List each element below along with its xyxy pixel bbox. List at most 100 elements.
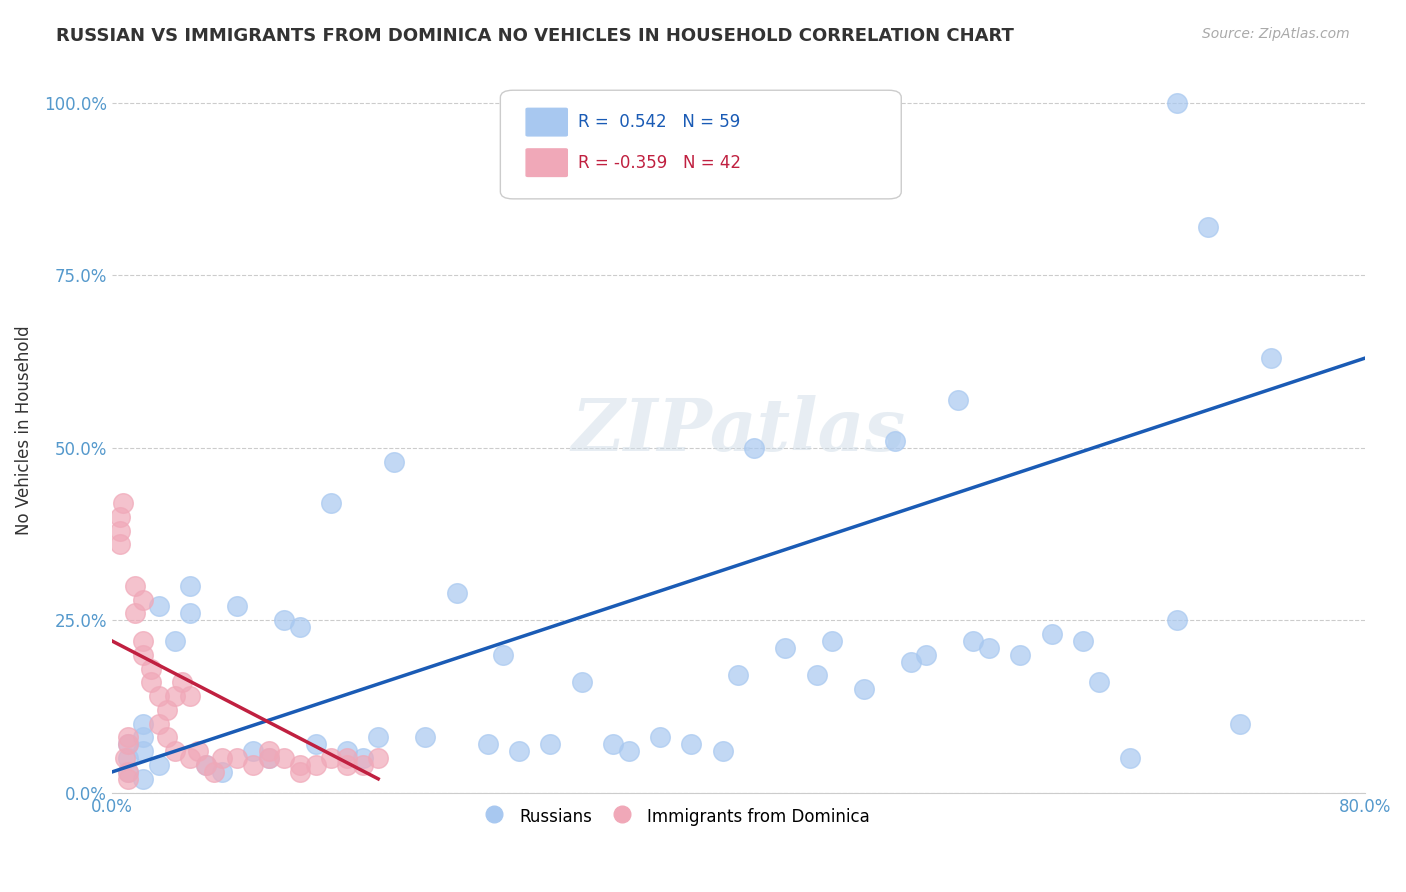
Point — [273, 751, 295, 765]
Point — [117, 764, 139, 779]
Point — [179, 689, 201, 703]
Point — [257, 751, 280, 765]
Point — [226, 751, 249, 765]
Point — [117, 772, 139, 786]
FancyBboxPatch shape — [501, 90, 901, 199]
Point — [242, 758, 264, 772]
Point — [477, 738, 499, 752]
Point — [288, 758, 311, 772]
Point — [132, 744, 155, 758]
Point — [1166, 95, 1188, 110]
Point — [742, 441, 765, 455]
Point — [117, 738, 139, 752]
Point — [977, 640, 1000, 655]
Point — [187, 744, 209, 758]
Point — [492, 648, 515, 662]
Point — [288, 764, 311, 779]
Point — [179, 579, 201, 593]
Point — [226, 599, 249, 614]
Point — [571, 675, 593, 690]
Point — [163, 689, 186, 703]
Point — [1197, 220, 1219, 235]
Point — [806, 668, 828, 682]
Legend: Russians, Immigrants from Dominica: Russians, Immigrants from Dominica — [472, 798, 879, 835]
Point — [962, 634, 984, 648]
Point — [172, 675, 194, 690]
Point — [194, 758, 217, 772]
Point — [124, 579, 146, 593]
Point — [163, 634, 186, 648]
Point — [179, 607, 201, 621]
Text: R =  0.542   N = 59: R = 0.542 N = 59 — [578, 113, 741, 131]
Point — [946, 392, 969, 407]
Point — [321, 751, 343, 765]
Point — [900, 655, 922, 669]
Point — [139, 675, 162, 690]
Point — [108, 524, 131, 538]
Text: ZIPatlas: ZIPatlas — [571, 395, 905, 467]
Point — [304, 758, 326, 772]
Point — [132, 634, 155, 648]
Point — [1119, 751, 1142, 765]
Point — [508, 744, 530, 758]
Point — [775, 640, 797, 655]
Point — [304, 738, 326, 752]
Point — [156, 731, 179, 745]
Point — [367, 751, 389, 765]
Point — [179, 751, 201, 765]
Point — [711, 744, 734, 758]
Point — [148, 599, 170, 614]
Point — [132, 716, 155, 731]
Point — [382, 455, 405, 469]
Point — [915, 648, 938, 662]
Point — [148, 716, 170, 731]
Y-axis label: No Vehicles in Household: No Vehicles in Household — [15, 326, 32, 535]
Point — [257, 751, 280, 765]
Point — [648, 731, 671, 745]
Point — [156, 703, 179, 717]
Point — [821, 634, 844, 648]
Point — [139, 661, 162, 675]
FancyBboxPatch shape — [526, 108, 568, 136]
Point — [446, 585, 468, 599]
Point — [242, 744, 264, 758]
Point — [114, 751, 136, 765]
Point — [124, 607, 146, 621]
Point — [132, 731, 155, 745]
Point — [540, 738, 562, 752]
Text: Source: ZipAtlas.com: Source: ZipAtlas.com — [1202, 27, 1350, 41]
Point — [681, 738, 703, 752]
Point — [273, 613, 295, 627]
Point — [117, 751, 139, 765]
Point — [336, 758, 359, 772]
Point — [1010, 648, 1032, 662]
Point — [1260, 351, 1282, 366]
Text: RUSSIAN VS IMMIGRANTS FROM DOMINICA NO VEHICLES IN HOUSEHOLD CORRELATION CHART: RUSSIAN VS IMMIGRANTS FROM DOMINICA NO V… — [56, 27, 1014, 45]
Point — [727, 668, 749, 682]
Point — [336, 751, 359, 765]
Point — [352, 751, 374, 765]
Point — [352, 758, 374, 772]
Point — [336, 744, 359, 758]
Point — [617, 744, 640, 758]
Point — [602, 738, 624, 752]
Point — [211, 764, 233, 779]
Point — [413, 731, 436, 745]
Point — [852, 682, 875, 697]
Point — [132, 772, 155, 786]
Point — [117, 764, 139, 779]
Point — [117, 738, 139, 752]
Point — [211, 751, 233, 765]
Point — [132, 648, 155, 662]
Point — [1071, 634, 1094, 648]
Point — [108, 537, 131, 551]
Point — [321, 496, 343, 510]
FancyBboxPatch shape — [526, 148, 568, 178]
Point — [111, 496, 134, 510]
Point — [1229, 716, 1251, 731]
Point — [367, 731, 389, 745]
Point — [1040, 627, 1063, 641]
Text: R = -0.359   N = 42: R = -0.359 N = 42 — [578, 153, 741, 171]
Point — [132, 592, 155, 607]
Point — [884, 434, 907, 448]
